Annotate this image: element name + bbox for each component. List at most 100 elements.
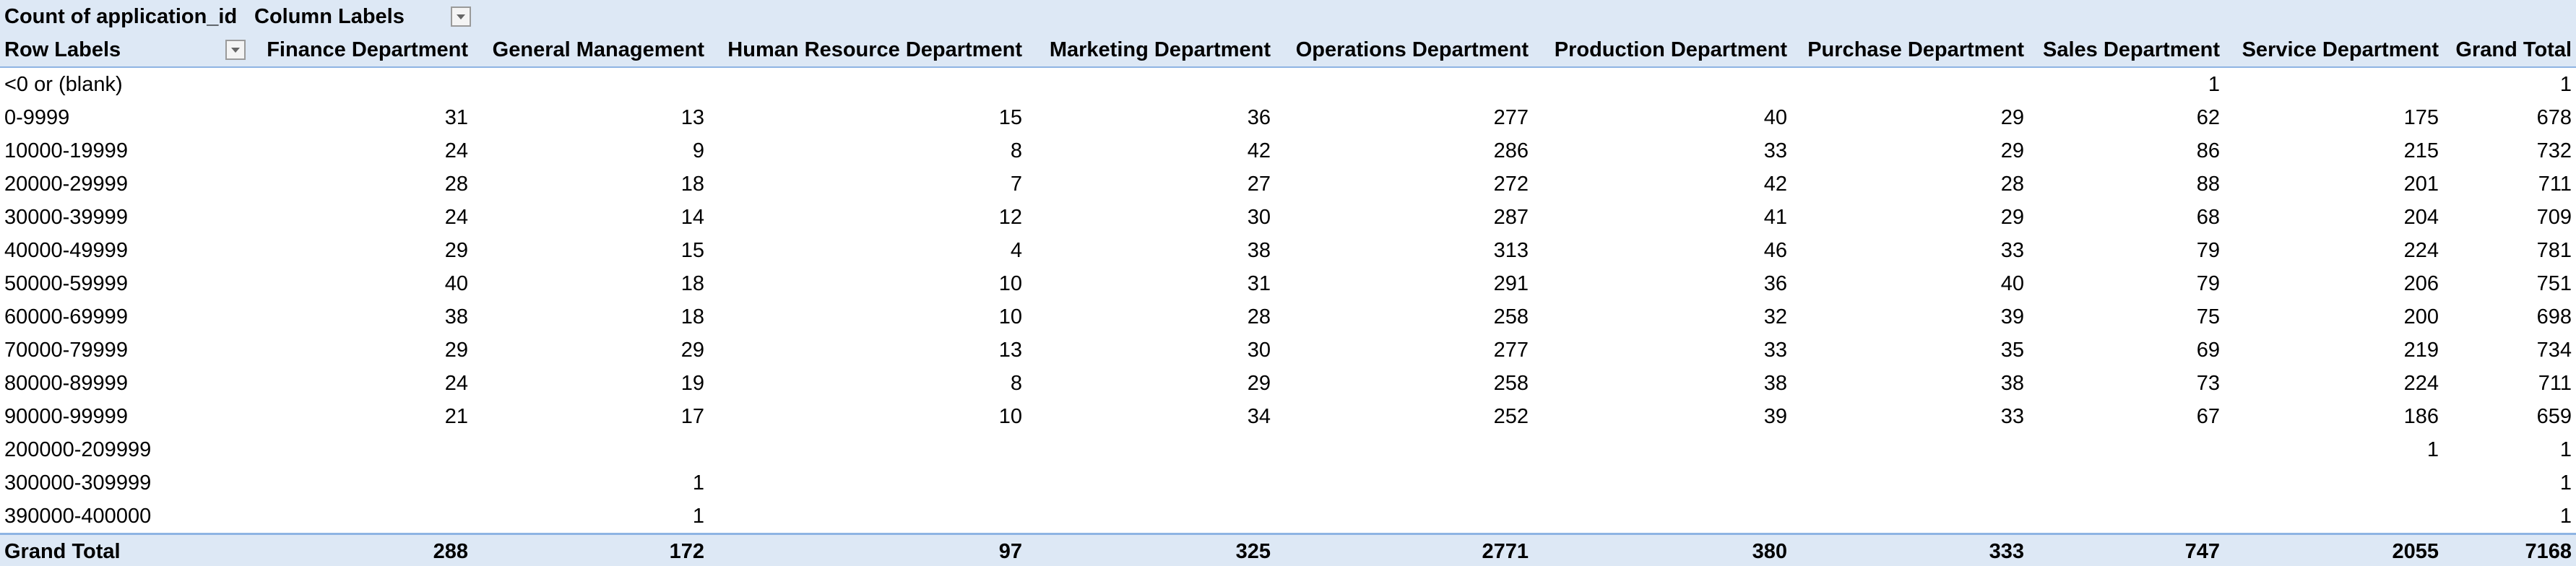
value-cell: 206 <box>2403 272 2439 295</box>
data-row: 390000-400000 1 1 <box>0 500 2576 533</box>
row-filter-button[interactable] <box>225 40 246 60</box>
data-row: 90000-99999 21 17 10 34 252 39 33 67 186 659 <box>0 400 2576 433</box>
value-cell: 79 <box>2196 239 2220 262</box>
value-cell: 291 <box>1493 272 1529 295</box>
value-cell: 7168 <box>2525 540 2572 563</box>
value-cell: 659 <box>2536 405 2572 428</box>
value-cell: 35 <box>2000 339 2024 362</box>
value-cell: 9 <box>692 139 704 162</box>
value-cell: 38 <box>1763 372 1787 395</box>
value-cell: 41 <box>1763 206 1787 229</box>
value-cell: 4 <box>1010 239 1022 262</box>
data-row: 10000-19999 24 9 8 42 286 33 29 86 215 732 <box>0 134 2576 167</box>
row-label: 200000-209999 <box>4 438 152 461</box>
value-cell: 2771 <box>1482 540 1529 563</box>
value-cell: 313 <box>1493 239 1529 262</box>
value-cell: 29 <box>2000 139 2024 162</box>
row-label: 40000-49999 <box>4 239 128 262</box>
value-label: Count of application_id <box>4 5 238 28</box>
value-cell: 8 <box>1010 372 1022 395</box>
value-cell: 28 <box>1247 305 1271 328</box>
row-label: 390000-400000 <box>4 505 152 528</box>
value-cell: 38 <box>1247 239 1271 262</box>
value-cell: 1 <box>692 471 704 495</box>
value-cell: 19 <box>680 372 704 395</box>
value-cell: 29 <box>444 339 468 362</box>
value-cell: 1 <box>2208 73 2220 96</box>
value-cell: 10 <box>998 305 1022 328</box>
value-cell: 287 <box>1493 206 1529 229</box>
value-cell: 27 <box>1247 173 1271 196</box>
value-cell: 32 <box>1763 305 1787 328</box>
row-label: 70000-79999 <box>4 339 128 362</box>
value-cell: 10 <box>998 272 1022 295</box>
value-cell: 33 <box>1763 139 1787 162</box>
data-row: 70000-79999 29 29 13 30 277 33 35 69 219 734 <box>0 334 2576 367</box>
value-cell: 781 <box>2536 239 2572 262</box>
value-cell: 88 <box>2196 173 2220 196</box>
value-cell: 224 <box>2403 372 2439 395</box>
value-cell: 30 <box>1247 206 1271 229</box>
data-row: 60000-69999 38 18 10 28 258 32 39 75 200 698 <box>0 300 2576 334</box>
value-cell: 277 <box>1493 339 1529 362</box>
column-header: Operations Department <box>1295 38 1529 61</box>
value-cell: 42 <box>1763 173 1787 196</box>
column-header: Human Resource Department <box>727 38 1022 61</box>
data-row: 50000-59999 40 18 10 31 291 36 40 79 206 751 <box>0 267 2576 300</box>
value-cell: 288 <box>433 540 468 563</box>
value-cell: 67 <box>2196 405 2220 428</box>
data-row: 20000-29999 28 18 7 27 272 42 28 88 201 711 <box>0 167 2576 201</box>
value-cell: 711 <box>2538 173 2572 196</box>
value-cell: 29 <box>680 339 704 362</box>
row-label: Row Labels <box>4 38 121 61</box>
value-cell: 747 <box>2184 540 2220 563</box>
value-cell: 224 <box>2403 239 2439 262</box>
column-header: Service Department <box>2242 38 2439 61</box>
column-header: Production Department <box>1554 38 1787 61</box>
value-cell: 1 <box>2559 73 2572 96</box>
value-cell: 33 <box>2000 405 2024 428</box>
column-filter-button[interactable] <box>451 6 471 27</box>
value-cell: 42 <box>1247 139 1271 162</box>
row-label: 30000-39999 <box>4 206 128 229</box>
value-cell: 734 <box>2536 339 2572 362</box>
data-row: 200000-209999 1 1 <box>0 433 2576 466</box>
value-cell: 12 <box>998 206 1022 229</box>
value-cell: 46 <box>1763 239 1787 262</box>
value-cell: 1 <box>2559 471 2572 495</box>
column-header: Grand Total <box>2455 38 2572 61</box>
row-label: 90000-99999 <box>4 405 128 428</box>
grand-total-row: Grand Total 288 172 97 325 2771 380 333 747 2055 7… <box>0 533 2576 566</box>
value-cell: 38 <box>2000 372 2024 395</box>
value-cell: 18 <box>680 272 704 295</box>
value-cell: 33 <box>2000 239 2024 262</box>
column-header: Finance Department <box>267 38 468 61</box>
data-row: 0-9999 31 13 15 36 277 40 29 62 175 678 <box>0 101 2576 134</box>
value-cell: 201 <box>2403 173 2439 196</box>
value-cell: 36 <box>1763 272 1787 295</box>
value-cell: 40 <box>2000 272 2024 295</box>
value-cell: 34 <box>1247 405 1271 428</box>
value-cell: 36 <box>1247 106 1271 129</box>
value-cell: 272 <box>1493 173 1529 196</box>
value-cell: 38 <box>444 305 468 328</box>
row-label: 10000-19999 <box>4 139 128 162</box>
value-cell: 258 <box>1493 305 1529 328</box>
value-cell: 39 <box>2000 305 2024 328</box>
value-cell: 678 <box>2536 106 2572 129</box>
value-cell: 215 <box>2403 139 2439 162</box>
value-cell: 28 <box>444 173 468 196</box>
value-cell: 1 <box>2559 438 2572 461</box>
value-cell: 7 <box>1010 173 1022 196</box>
value-cell: 172 <box>669 540 704 563</box>
header-row-2: Row Labels Finance Department General Man… <box>0 33 2576 68</box>
value-cell: 24 <box>444 372 468 395</box>
column-header: Marketing Department <box>1049 38 1271 61</box>
data-row: <0 or (blank) 1 1 <box>0 68 2576 101</box>
value-cell: 29 <box>2000 206 2024 229</box>
value-cell: 8 <box>1010 139 1022 162</box>
value-cell: 1 <box>692 505 704 528</box>
value-cell: 1 <box>2559 505 2572 528</box>
value-cell: 21 <box>444 405 468 428</box>
